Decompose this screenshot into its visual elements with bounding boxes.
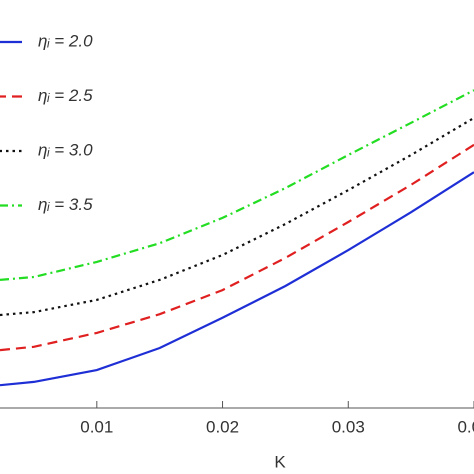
series-line: [0, 89, 474, 281]
legend-label: ηᵢ = 2.5: [38, 86, 93, 105]
x-tick-label: 0.01: [80, 417, 113, 436]
series-line: [0, 171, 474, 387]
x-tick-label: 0.02: [206, 417, 239, 436]
legend-label: ηᵢ = 3.0: [38, 140, 93, 159]
x-axis-label: K: [274, 452, 286, 471]
legend-label: ηᵢ = 3.5: [38, 195, 93, 214]
x-tick-label: 0.03: [332, 417, 365, 436]
legend-label: ηᵢ = 2.0: [38, 31, 93, 50]
series-line: [0, 143, 474, 352]
x-tick-label: 0.04: [457, 417, 474, 436]
